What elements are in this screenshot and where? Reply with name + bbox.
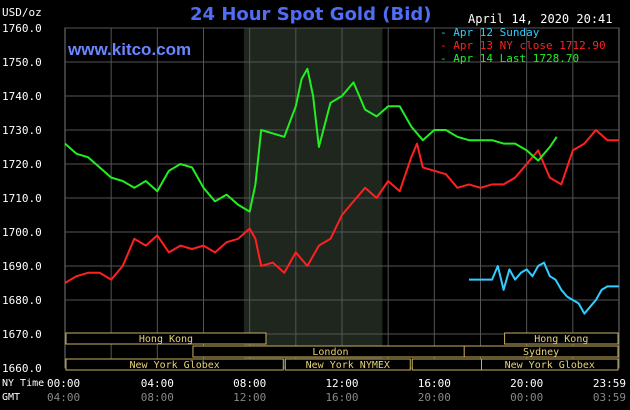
axis-layer: 1760.0 1750.0 1740.0 1730.0 1720.0 1710.0 1700… — [2, 22, 626, 404]
gmt-tick-label: 16:00 — [325, 391, 358, 404]
y-tick-label: 1680.0 — [2, 294, 42, 307]
session-label: New York Globex — [505, 360, 595, 371]
y-tick-label: 1750.0 — [2, 56, 42, 69]
x-tick-label: 23:59 — [593, 377, 626, 390]
session-label: Sydney — [523, 347, 559, 358]
x-tick-label: 00:00 — [47, 377, 80, 390]
gmt-tick-label: 20:00 — [418, 391, 451, 404]
session-bar — [463, 345, 619, 358]
y-tick-label: 1710.0 — [2, 192, 42, 205]
legend-entry-last: - Apr 14 Last 1728.70 — [440, 52, 580, 65]
gmt-tick-label: 03:59 — [593, 391, 626, 404]
session-label: Hong Kong — [534, 334, 588, 345]
session-bar — [481, 358, 619, 371]
y-tick-label: 1660.0 — [2, 362, 42, 375]
x-tick-label: 20:00 — [510, 377, 543, 390]
x-tick-label: 08:00 — [233, 377, 266, 390]
session-label: Hong Kong — [139, 334, 193, 345]
gmt-label: GMT — [2, 392, 21, 403]
x-tick-label: 04:00 — [141, 377, 174, 390]
session-label: London — [312, 347, 348, 358]
series-line — [64, 67, 558, 213]
y-tick-label: 1720.0 — [2, 158, 42, 171]
legend-entry-sunday: - Apr 12 Sunday — [440, 26, 540, 39]
timestamp: April 14, 2020 20:41 — [468, 12, 613, 26]
session-layer: Hong Kong London New York Globex New York N… — [65, 332, 619, 371]
grid-layer — [64, 27, 620, 369]
y-tick-label: 1730.0 — [2, 124, 42, 137]
series-layer — [64, 67, 619, 315]
x-tick-label: 12:00 — [325, 377, 358, 390]
chart-title: 24 Hour Spot Gold (Bid) — [190, 4, 432, 25]
legend: - Apr 12 Sunday - Apr 13 NY close 1712.9… — [440, 26, 606, 65]
legend-entry-ny-close: - Apr 13 NY close 1712.90 — [440, 39, 606, 52]
x-tick-label: 16:00 — [418, 377, 451, 390]
session-label: New York NYMEX — [306, 360, 390, 371]
y-axis-units: USD/oz — [2, 6, 42, 19]
gmt-tick-label: 00:00 — [510, 391, 543, 404]
y-tick-label: 1670.0 — [2, 328, 42, 341]
gmt-tick-label: 12:00 — [233, 391, 266, 404]
y-tick-label: 1760.0 — [2, 22, 42, 35]
session-label: New York Globex — [129, 360, 219, 371]
gmt-tick-label: 04:00 — [47, 391, 80, 404]
session-bar — [504, 332, 619, 345]
gmt-tick-label: 08:00 — [141, 391, 174, 404]
y-tick-label: 1690.0 — [2, 260, 42, 273]
series-line — [64, 129, 619, 284]
y-tick-label: 1700.0 — [2, 226, 42, 239]
y-tick-label: 1740.0 — [2, 90, 42, 103]
ny-time-label: NY Time — [2, 378, 45, 389]
site-link[interactable]: www.kitco.com — [68, 40, 192, 59]
session-bar — [65, 358, 284, 371]
series-line — [469, 261, 619, 315]
session-bar — [65, 332, 267, 345]
session-bar — [284, 358, 411, 371]
